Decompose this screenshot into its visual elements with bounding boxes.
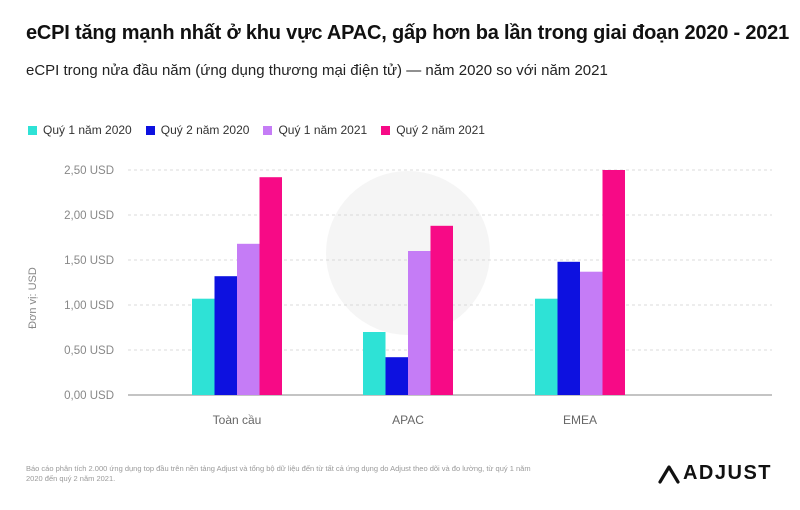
y-tick-label: 0,00 USD xyxy=(64,390,114,402)
legend-item-q2-2021: Quý 2 năm 2021 xyxy=(381,123,485,137)
brand-name: ADJUST xyxy=(682,462,772,484)
y-tick-label: 2,00 USD xyxy=(64,210,114,222)
bar xyxy=(408,251,431,395)
y-tick-label: 0,50 USD xyxy=(64,345,114,357)
chart-subtitle: eCPI trong nửa đầu năm (ứng dụng thương … xyxy=(26,62,608,79)
legend-label: Quý 1 năm 2020 xyxy=(43,123,132,137)
legend-label: Quý 2 năm 2020 xyxy=(160,123,250,137)
footnote: Báo cáo phân tích 2.000 ứng dụng top đầu… xyxy=(26,464,531,483)
x-tick-label: Toàn cầu xyxy=(213,413,262,427)
legend-swatch xyxy=(28,125,37,135)
bar xyxy=(385,357,408,395)
legend-item-q2-2020: Quý 2 năm 2020 xyxy=(145,123,250,137)
legend-item-q1-2021: Quý 1 năm 2021 xyxy=(263,123,367,137)
legend-swatch xyxy=(145,125,155,135)
bar xyxy=(192,298,215,395)
bar xyxy=(214,276,237,395)
legend-swatch xyxy=(381,125,391,135)
y-axis-label: Đơn vị: USD xyxy=(27,267,39,329)
bar xyxy=(237,243,260,395)
y-tick-label: 1,00 USD xyxy=(64,300,114,312)
x-tick-label: APAC xyxy=(392,413,424,427)
adjust-logo: ADJUST xyxy=(658,462,772,485)
legend-item-q1-2020: Quý 1 năm 2020 xyxy=(28,123,132,137)
bar xyxy=(580,271,603,395)
y-tick-label: 2,50 USD xyxy=(64,165,114,177)
bar xyxy=(363,332,386,395)
chart-title: eCPI tăng mạnh nhất ở khu vực APAC, gấp … xyxy=(26,22,790,44)
x-tick-label: EMEA xyxy=(563,413,597,427)
legend-label: Quý 2 năm 2021 xyxy=(396,123,485,137)
bar-chart: 0,00 USD 0,50 USD 1,00 USD 1,50 USD 2,00 USD… xyxy=(27,165,772,427)
bar xyxy=(430,225,453,395)
bar xyxy=(602,170,625,395)
legend: Quý 1 năm 2020 Quý 2 năm 2020 Quý 1 năm … xyxy=(28,123,485,137)
legend-label: Quý 1 năm 2021 xyxy=(278,123,368,137)
bar xyxy=(557,261,580,395)
legend-swatch xyxy=(263,125,273,135)
bar xyxy=(259,177,282,395)
adjust-a-logo-icon xyxy=(658,464,680,484)
y-tick-label: 1,50 USD xyxy=(64,255,114,267)
bar xyxy=(535,298,558,395)
